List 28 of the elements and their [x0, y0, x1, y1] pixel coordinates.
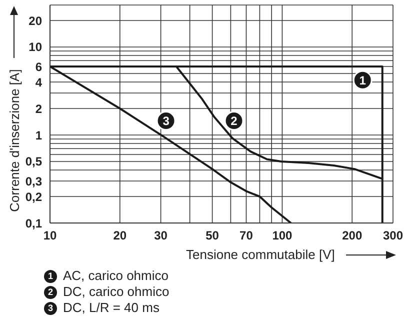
annotation: 1 — [359, 73, 366, 88]
x-tick-label: 20 — [113, 228, 127, 243]
legend-label: AC, carico ohmico — [63, 268, 168, 284]
y-tick-label: 0,1 — [25, 216, 42, 230]
y-tick-label: 20 — [28, 14, 42, 28]
y-tick-label: 1 — [35, 128, 42, 142]
y-tick-label: 4 — [35, 75, 42, 90]
x-axis-title: Tensione commutabile [V] — [186, 247, 335, 262]
legend-label: DC, carico ohmico — [63, 284, 170, 300]
x-tick-label: 300 — [382, 228, 404, 243]
annotation: 3 — [162, 114, 170, 128]
y-tick-label: 0,2 — [25, 190, 42, 204]
y-tick-label: 0,5 — [25, 154, 42, 169]
x-tick-label: 100 — [272, 228, 293, 243]
x-tick-label: 50 — [206, 228, 220, 243]
x-tick-label: 30 — [154, 228, 168, 243]
y-tick-label: 6 — [35, 60, 42, 74]
y-tick-label: 2 — [35, 102, 42, 116]
annotation: 2 — [230, 114, 238, 128]
number-badge-icon: 2 — [44, 286, 57, 298]
number-badge-icon: 3 — [44, 302, 57, 314]
y-tick-label: 0,3 — [25, 174, 42, 188]
y-tick-label: 10 — [28, 40, 42, 54]
x-tick-label: 200 — [342, 228, 362, 243]
legend-label: DC, L/R = 40 ms — [63, 300, 160, 316]
x-tick-label: 70 — [240, 228, 254, 243]
y-axis-title: Corrente d'inserzione [A] — [6, 68, 22, 212]
number-badge-icon: 1 — [44, 270, 57, 282]
